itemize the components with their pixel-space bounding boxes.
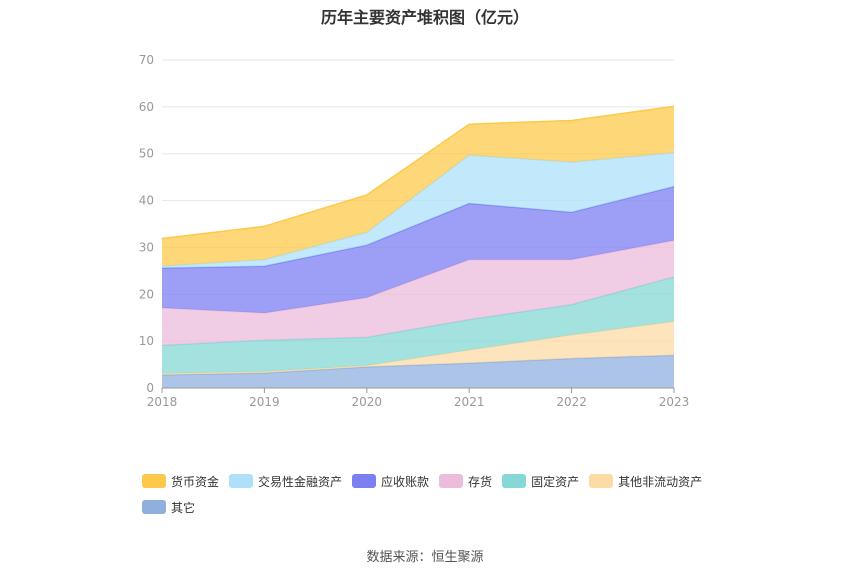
x-tick-label: 2023 <box>659 395 690 409</box>
x-tick-label: 2022 <box>556 395 587 409</box>
axes: 0 10 20 30 40 50 60 70 2018 2019 2020 2021 2022 2023 <box>139 53 690 409</box>
legend-label: 其他非流动资产 <box>618 474 703 489</box>
legend-item[interactable]: 存货 <box>439 472 492 490</box>
legend-label: 应收账款 <box>381 474 430 489</box>
y-tick-label: 10 <box>139 334 154 348</box>
legend-item[interactable]: 其它 <box>142 498 195 516</box>
legend-label: 货币资金 <box>171 474 220 489</box>
legend-label: 存货 <box>468 474 493 489</box>
y-tick-label: 50 <box>139 147 154 161</box>
area-series-存货 <box>162 240 674 346</box>
legend-swatch <box>502 474 527 488</box>
legend-label: 其它 <box>171 500 196 515</box>
chart-title: 历年主要资产堆积图（亿元） <box>320 8 529 27</box>
legend-swatch <box>142 500 166 514</box>
legend-swatch <box>439 474 464 488</box>
legend-swatch <box>352 474 377 488</box>
legend-item[interactable]: 交易性金融资产 <box>229 472 342 490</box>
area-series-其他非流动资产 <box>162 321 674 375</box>
data-source: 数据来源：恒生聚源 <box>366 550 484 565</box>
y-tick-label: 0 <box>146 381 154 395</box>
area-series-交易性金融资产 <box>162 152 674 269</box>
area-series-货币资金 <box>162 106 674 267</box>
legend-item[interactable]: 货币资金 <box>142 472 219 490</box>
legend-item[interactable]: 固定资产 <box>502 472 579 490</box>
x-tick-label: 2021 <box>454 395 485 409</box>
y-tick-label: 20 <box>139 287 154 301</box>
y-tick-label: 40 <box>139 194 154 208</box>
area-series-固定资产 <box>162 276 674 374</box>
legend-item[interactable]: 其他非流动资产 <box>589 472 702 490</box>
area-top-line <box>161 105 675 240</box>
x-tick-label: 2018 <box>147 395 178 409</box>
x-tick-label: 2019 <box>249 395 280 409</box>
area-series <box>161 105 675 388</box>
legend: 货币资金 交易性金融资产 应收账款 存货 固定资产 其他非流动资产其它 <box>142 472 742 524</box>
legend-swatch <box>142 474 166 488</box>
x-tick-label: 2020 <box>352 395 383 409</box>
legend-label: 固定资产 <box>531 474 580 489</box>
y-tick-label: 30 <box>139 240 154 254</box>
y-tick-label: 60 <box>139 100 154 114</box>
stacked-area-chart: 0 10 20 30 40 50 60 70 2018 2019 2020 2021 2022 2023 <box>139 53 690 409</box>
y-tick-label: 70 <box>139 53 154 67</box>
area-series-应收账款 <box>162 186 674 314</box>
area-series-其它 <box>162 355 674 388</box>
legend-item[interactable]: 应收账款 <box>352 472 429 490</box>
legend-swatch <box>589 474 614 488</box>
legend-swatch <box>229 474 254 488</box>
legend-label: 交易性金融资产 <box>258 474 343 489</box>
